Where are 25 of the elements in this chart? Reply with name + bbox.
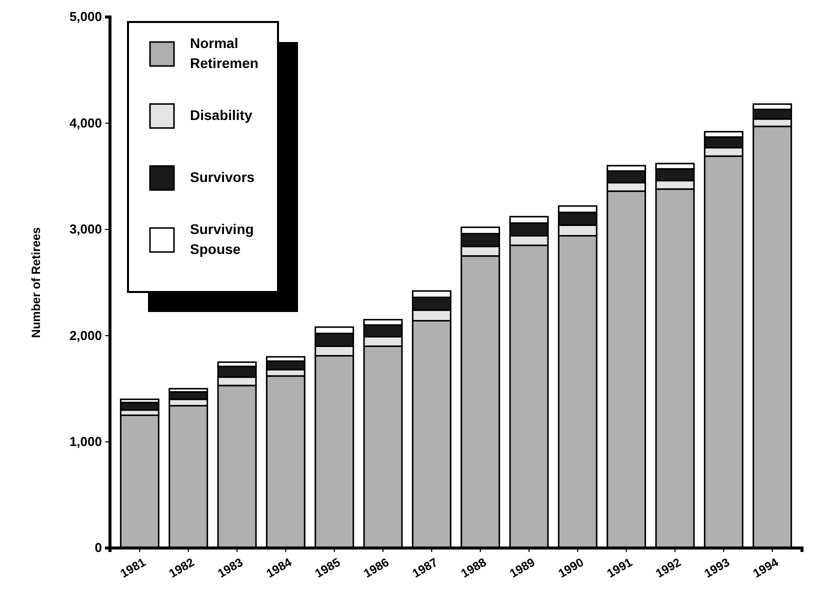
legend-label: Survivors <box>190 169 255 185</box>
y-axis-title: Number of Retirees <box>29 226 43 338</box>
x-tick-label: 1987 <box>410 554 440 581</box>
x-tick-label: 1993 <box>702 554 732 581</box>
y-tick-label: 5,000 <box>69 9 102 24</box>
x-tick-label: 1994 <box>750 554 781 581</box>
y-tick-label: 0 <box>94 540 102 556</box>
x-tick-label: 1981 <box>118 554 148 581</box>
y-tick-label: 1,000 <box>69 434 102 449</box>
legend-label: Disability <box>190 107 252 123</box>
x-tick-label: 1988 <box>458 554 489 581</box>
x-tick-label: 1984 <box>264 554 294 581</box>
y-tick-label: 3,000 <box>69 222 102 237</box>
legend-label: Surviving Spouse <box>190 221 254 257</box>
x-tick-label: 1992 <box>653 554 684 581</box>
x-tick-label: 1991 <box>604 554 635 581</box>
y-tick-label: 4,000 <box>69 115 102 130</box>
legend-label: Normal Retiremen <box>190 35 258 71</box>
x-tick-label: 1985 <box>312 554 343 581</box>
x-tick-label: 1982 <box>166 554 197 581</box>
x-tick-label: 1990 <box>556 554 586 581</box>
x-tick-label: 1986 <box>361 554 392 581</box>
x-tick-label: 1983 <box>215 554 246 581</box>
x-tick-label: 1989 <box>507 554 538 581</box>
y-tick-label: 2,000 <box>69 328 102 343</box>
